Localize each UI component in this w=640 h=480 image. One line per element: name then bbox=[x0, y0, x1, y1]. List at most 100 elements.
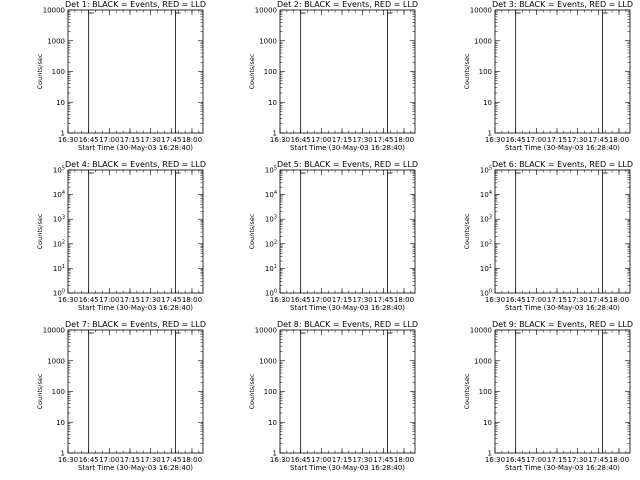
y-tick-label: 100 bbox=[264, 68, 277, 76]
y-tick-label: 103 bbox=[265, 215, 277, 224]
x-tick-label: 18:00 bbox=[394, 456, 414, 464]
panel-det-9: Det 9: BLACK = Events, RED = LLD 1 10 100 10… bbox=[463, 320, 633, 472]
y-tick-label: 100 bbox=[265, 289, 277, 298]
plot-frame bbox=[279, 329, 416, 454]
y-tick-label: 1 bbox=[488, 450, 492, 458]
x-tick-label: 17:45 bbox=[373, 456, 393, 464]
x-tick-label: 16:30 bbox=[270, 136, 290, 144]
x-tick-label: 18:00 bbox=[609, 456, 629, 464]
x-tick-label: 17:00 bbox=[99, 136, 119, 144]
panel-title: Det 1: BLACK = Events, RED = LLD bbox=[65, 0, 206, 9]
y-tick-label: 100 bbox=[480, 289, 492, 298]
x-tick-label: 17:30 bbox=[141, 136, 161, 144]
x-tick-label: 17:30 bbox=[353, 136, 373, 144]
plot-frame bbox=[494, 9, 631, 134]
y-tick-label: 1 bbox=[273, 450, 277, 458]
panel-title: Det 3: BLACK = Events, RED = LLD bbox=[492, 0, 633, 9]
panel-title: Det 5: BLACK = Events, RED = LLD bbox=[277, 160, 418, 169]
y-axis-label: Counts/sec bbox=[463, 373, 471, 409]
y-tick-exponent: 0 bbox=[274, 289, 277, 295]
x-axis-label: Start Time (30-May-03 16:28:40) bbox=[505, 304, 620, 312]
y-tick-exponent: 0 bbox=[489, 289, 492, 295]
panel-title: Det 7: BLACK = Events, RED = LLD bbox=[65, 320, 206, 329]
panel-title: Det 6: BLACK = Events, RED = LLD bbox=[492, 160, 633, 169]
x-axis-label: Start Time (30-May-03 16:28:40) bbox=[290, 304, 405, 312]
y-axis-label: Counts/sec bbox=[248, 213, 256, 249]
panel-title: Det 4: BLACK = Events, RED = LLD bbox=[65, 160, 206, 169]
x-tick-label: 18:00 bbox=[182, 296, 202, 304]
y-tick-label: 1000 bbox=[47, 357, 65, 365]
x-tick-label: 16:45 bbox=[506, 456, 526, 464]
x-tick-label: 16:30 bbox=[270, 296, 290, 304]
y-tick-label: 104 bbox=[53, 190, 65, 199]
y-tick-label: 103 bbox=[53, 215, 65, 224]
y-tick-exponent: 1 bbox=[62, 264, 65, 270]
y-tick-label: 10000 bbox=[470, 7, 492, 15]
y-tick-exponent: 2 bbox=[489, 239, 492, 245]
x-tick-label: 17:15 bbox=[547, 136, 567, 144]
panel-det-3: Det 3: BLACK = Events, RED = LLD 1 10 100 10… bbox=[463, 0, 633, 152]
x-tick-label: 16:30 bbox=[485, 136, 505, 144]
x-tick-label: 17:30 bbox=[141, 296, 161, 304]
x-tick-label: 17:00 bbox=[311, 296, 331, 304]
y-tick-label: 100 bbox=[479, 68, 492, 76]
y-tick-label: 100 bbox=[479, 388, 492, 396]
y-tick-label: 100 bbox=[264, 388, 277, 396]
x-tick-label: 17:45 bbox=[373, 136, 393, 144]
x-tick-label: 17:30 bbox=[568, 296, 588, 304]
y-tick-exponent: 4 bbox=[274, 190, 277, 196]
y-tick-label: 105 bbox=[480, 166, 492, 175]
x-tick-label: 17:15 bbox=[120, 136, 140, 144]
y-tick-exponent: 0 bbox=[62, 289, 65, 295]
x-tick-label: 17:45 bbox=[161, 136, 181, 144]
x-tick-label: 17:15 bbox=[332, 296, 352, 304]
x-tick-label: 16:45 bbox=[79, 456, 99, 464]
y-tick-label: 101 bbox=[53, 264, 65, 273]
y-tick-label: 10 bbox=[483, 99, 492, 107]
x-tick-label: 17:00 bbox=[311, 456, 331, 464]
x-axis-label: Start Time (30-May-03 16:28:40) bbox=[505, 464, 620, 472]
x-tick-label: 17:00 bbox=[311, 136, 331, 144]
panel-det-1: Det 1: BLACK = Events, RED = LLD 1 10 100 10… bbox=[36, 0, 206, 152]
x-axis-label: Start Time (30-May-03 16:28:40) bbox=[78, 304, 193, 312]
x-tick-label: 17:15 bbox=[120, 296, 140, 304]
x-tick-label: 18:00 bbox=[182, 136, 202, 144]
y-tick-exponent: 4 bbox=[62, 190, 65, 196]
panel-det-2: Det 2: BLACK = Events, RED = LLD 1 10 100 10… bbox=[248, 0, 418, 152]
y-tick-label: 1000 bbox=[259, 357, 277, 365]
panel-det-8: Det 8: BLACK = Events, RED = LLD 1 10 100 10… bbox=[248, 320, 418, 472]
y-tick-label: 10 bbox=[483, 419, 492, 427]
x-tick-label: 17:30 bbox=[353, 296, 373, 304]
y-tick-label: 102 bbox=[53, 239, 65, 248]
x-tick-label: 18:00 bbox=[609, 136, 629, 144]
x-tick-label: 16:30 bbox=[270, 456, 290, 464]
y-tick-exponent: 3 bbox=[62, 215, 65, 221]
x-tick-label: 16:45 bbox=[506, 296, 526, 304]
y-axis-label: Counts/sec bbox=[36, 53, 44, 89]
plot-frame bbox=[67, 169, 204, 294]
panel-det-7: Det 7: BLACK = Events, RED = LLD 1 10 100 10… bbox=[36, 320, 206, 472]
y-tick-label: 105 bbox=[265, 166, 277, 175]
x-tick-label: 18:00 bbox=[609, 296, 629, 304]
panel-title: Det 9: BLACK = Events, RED = LLD bbox=[492, 320, 633, 329]
y-tick-label: 103 bbox=[480, 215, 492, 224]
x-axis-label: Start Time (30-May-03 16:28:40) bbox=[290, 144, 405, 152]
y-tick-exponent: 2 bbox=[62, 239, 65, 245]
x-tick-label: 17:30 bbox=[353, 456, 373, 464]
x-tick-label: 17:15 bbox=[332, 456, 352, 464]
x-tick-label: 17:30 bbox=[568, 136, 588, 144]
y-tick-label: 10 bbox=[268, 419, 277, 427]
y-axis-label: Counts/sec bbox=[248, 373, 256, 409]
y-axis-label: Counts/sec bbox=[36, 213, 44, 249]
y-axis-label: Counts/sec bbox=[463, 213, 471, 249]
x-tick-label: 17:45 bbox=[588, 296, 608, 304]
y-tick-label: 1000 bbox=[474, 357, 492, 365]
plot-frame bbox=[67, 329, 204, 454]
x-tick-label: 16:30 bbox=[58, 456, 78, 464]
x-tick-label: 17:45 bbox=[161, 296, 181, 304]
y-tick-exponent: 3 bbox=[274, 215, 277, 221]
y-tick-label: 105 bbox=[53, 166, 65, 175]
y-tick-label: 10000 bbox=[470, 327, 492, 335]
panel-det-5: Det 5: BLACK = Events, RED = LLD10010110… bbox=[248, 160, 418, 312]
